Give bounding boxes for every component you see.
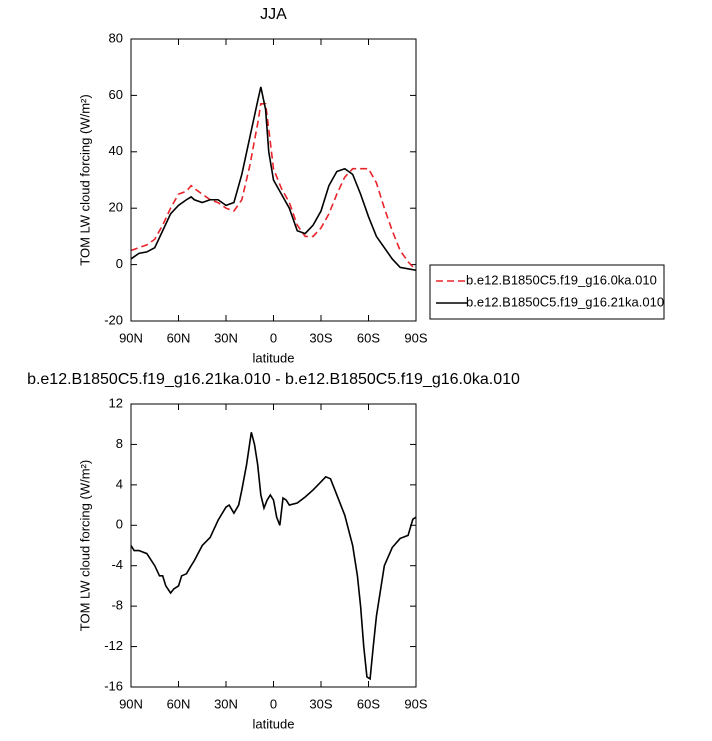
y-tick-label: 8: [116, 436, 123, 451]
y-tick-label: 60: [109, 87, 123, 102]
x-tick-label: 60N: [167, 696, 191, 711]
y-tick-label: 4: [116, 476, 123, 491]
data-line: [130, 103, 417, 271]
x-tick-label: 30S: [309, 330, 332, 345]
y-tick-label: 80: [109, 30, 123, 45]
y-tick-label: 40: [109, 143, 123, 158]
y-axis-label: TOM LW cloud forcing (W/m²): [77, 460, 92, 631]
y-tick-label: 0: [116, 517, 123, 532]
y-tick-label: -4: [111, 557, 123, 572]
x-tick-label: 90S: [404, 696, 427, 711]
chart-title: b.e12.B1850C5.f19_g16.21ka.010 - b.e12.B…: [27, 371, 520, 388]
legend-label: b.e12.B1850C5.f19_g16.21ka.010: [466, 294, 664, 309]
x-tick-label: 30S: [309, 696, 332, 711]
y-tick-label: 0: [116, 256, 123, 271]
x-tick-label: 90N: [119, 330, 143, 345]
plot-frame: [130, 38, 417, 322]
x-tick-label: 60N: [167, 330, 191, 345]
y-tick-label: -16: [104, 678, 123, 693]
legend-label: b.e12.B1850C5.f19_g16.0ka.010: [466, 272, 657, 287]
data-line: [130, 432, 417, 681]
x-tick-label: 30N: [214, 696, 238, 711]
legend-box: [429, 264, 665, 320]
x-tick-label: 90N: [119, 696, 143, 711]
y-axis-label: TOM LW cloud forcing (W/m²): [77, 94, 92, 265]
data-line: [130, 86, 417, 272]
y-tick-label: 12: [109, 395, 123, 410]
chart-title: JJA: [260, 6, 287, 23]
y-tick-label: -12: [104, 638, 123, 653]
x-tick-label: 30N: [214, 330, 238, 345]
y-tick-label: -8: [111, 598, 123, 613]
plot-frame: [130, 403, 417, 688]
x-axis-label: latitude: [253, 350, 295, 365]
x-tick-label: 60S: [357, 330, 380, 345]
x-tick-label: 90S: [404, 330, 427, 345]
x-tick-label: 0: [270, 330, 277, 345]
y-tick-label: -20: [104, 312, 123, 327]
x-tick-label: 60S: [357, 696, 380, 711]
y-tick-label: 20: [109, 200, 123, 215]
x-tick-label: 0: [270, 696, 277, 711]
x-axis-label: latitude: [253, 716, 295, 731]
